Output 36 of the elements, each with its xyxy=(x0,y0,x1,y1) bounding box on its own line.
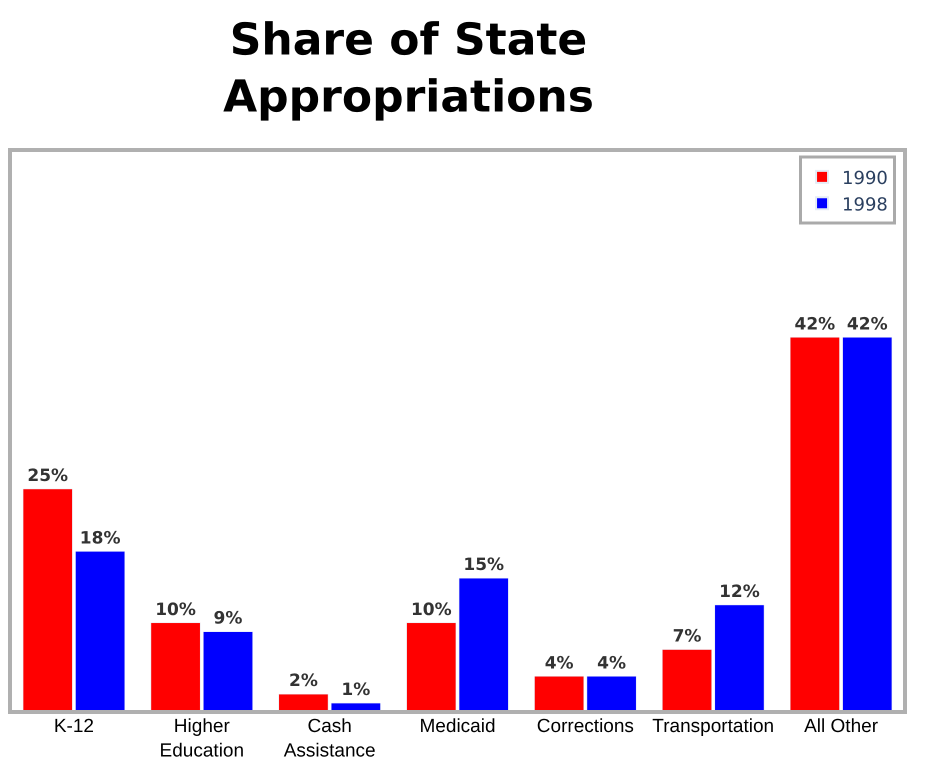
data-label: 7% xyxy=(672,626,702,647)
data-label: 15% xyxy=(463,555,504,576)
bar xyxy=(406,622,456,712)
chart-title: Share of State Appropriations xyxy=(223,14,594,123)
x-tick-label: K-12 xyxy=(54,716,94,737)
data-label: 4% xyxy=(544,653,574,674)
bar xyxy=(75,551,126,712)
legend-label: 1990 xyxy=(842,168,888,189)
x-tick-label: Transportation xyxy=(652,716,774,737)
data-label: 25% xyxy=(27,466,68,486)
legend-label: 1998 xyxy=(842,194,888,216)
data-label: 2% xyxy=(288,671,318,692)
data-label: 1% xyxy=(341,680,370,700)
data-label: 10% xyxy=(410,600,452,620)
bar xyxy=(790,337,840,712)
x-tick-label: All Other xyxy=(804,716,879,737)
bar xyxy=(842,337,892,712)
bar xyxy=(458,578,509,712)
bar xyxy=(203,631,253,712)
data-label: 18% xyxy=(80,528,120,548)
x-tick-label: Corrections xyxy=(536,716,634,737)
data-label: 10% xyxy=(155,600,196,620)
bar xyxy=(22,488,73,712)
x-tick-label: Cash Assistance xyxy=(284,716,376,762)
data-label: 4% xyxy=(597,653,626,674)
data-label: 12% xyxy=(719,582,760,602)
x-tick-label: Medicaid xyxy=(419,716,496,737)
bar xyxy=(662,649,712,712)
bar xyxy=(714,604,764,712)
bar xyxy=(150,622,200,712)
bar xyxy=(534,676,584,712)
bar xyxy=(586,676,636,712)
x-tick-label: Higher Education xyxy=(160,716,244,762)
data-label: 42% xyxy=(846,314,888,334)
data-label: 42% xyxy=(794,314,836,334)
data-label: 9% xyxy=(214,608,242,629)
